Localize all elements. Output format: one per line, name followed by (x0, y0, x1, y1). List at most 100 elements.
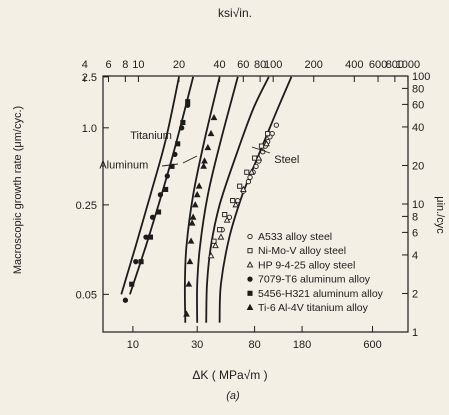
data-point (200, 162, 208, 169)
legend-marker (247, 290, 253, 296)
trend-curve (120, 76, 180, 295)
legend-marker (246, 303, 254, 310)
x-top-tick-label: 400 (345, 59, 363, 71)
legend-marker (246, 261, 254, 268)
y-right-tick-label: 80 (412, 83, 424, 95)
trend-curve (205, 76, 270, 323)
data-point (187, 237, 195, 244)
data-point (265, 131, 271, 137)
data-point (147, 234, 154, 240)
data-point (155, 209, 162, 215)
legend-marker (247, 248, 253, 254)
y-right-tick-label: 1 (412, 327, 418, 339)
data-point (230, 198, 236, 204)
data-point (193, 191, 201, 198)
data-point (185, 280, 193, 287)
x-top-tick-label: 1000 (396, 59, 420, 71)
material-annotations: Titanium Aluminum Steel (99, 130, 299, 172)
data-point (247, 174, 253, 181)
data-point (189, 213, 197, 220)
data-point (248, 168, 255, 175)
x-top-tick-label: 40 (213, 59, 225, 71)
x-tick-label: 10 (127, 339, 139, 351)
x-top-tick-label: 80 (254, 59, 266, 71)
annotation-leader (182, 155, 198, 164)
legend-entry: 5456-H321 aluminum alloy (258, 288, 384, 300)
data-point (245, 178, 252, 185)
annotation-leader (251, 146, 271, 154)
data-point (180, 119, 186, 126)
x-axis-label: ΔK ( MPa√m ) (192, 368, 267, 382)
data-point (273, 122, 279, 128)
data-point (191, 201, 199, 208)
legend-entry: Ti-6 Al-4V titanium alloy (258, 302, 369, 314)
data-point (157, 192, 164, 198)
x-top-tick-label: 4 (82, 59, 88, 71)
trend-curve (183, 76, 221, 323)
y-right-axis-label: μin./cyc (434, 196, 446, 234)
data-point (143, 234, 149, 240)
figure-caption: (a) (226, 390, 240, 402)
data-point (211, 238, 217, 244)
data-point (138, 259, 144, 265)
data-point (223, 216, 231, 223)
data-point (195, 182, 203, 189)
data-point (185, 99, 191, 105)
data-point (235, 197, 241, 204)
data-point (201, 157, 208, 164)
data-point (217, 233, 225, 240)
data-point (207, 129, 215, 137)
annotation-steel: Steel (274, 154, 299, 166)
data-point (239, 185, 247, 192)
data-points (122, 99, 279, 317)
data-point (217, 227, 223, 233)
y-tick-label: 0.25 (76, 200, 97, 212)
data-point (222, 212, 228, 218)
y-right-tick-label: 6 (412, 227, 418, 239)
y-right-tick-label: 100 (412, 71, 430, 83)
legend-entry: Ni-Mo-V alloy steel (258, 245, 346, 257)
data-point (204, 143, 212, 151)
y-axis-ticks: 0.05 0.25 1.0 2.5 (76, 72, 109, 301)
data-point (210, 113, 218, 121)
data-point (122, 297, 129, 303)
y-axis-label: Macroscopic growth rate (μm/cyc.) (12, 106, 24, 274)
data-point (186, 257, 194, 265)
y-tick-label: 2.5 (82, 72, 97, 84)
x-top-tick-label: 10 (132, 59, 144, 71)
data-point (207, 252, 215, 259)
data-point (133, 259, 139, 265)
x-tick-label: 30 (191, 339, 203, 351)
y-right-tick-label: 60 (412, 99, 424, 111)
trend-curve (218, 76, 293, 323)
data-point (149, 214, 156, 220)
x-tick-label: 600 (363, 339, 381, 351)
legend-marker (247, 276, 253, 282)
legend-entry: 7079-T6 aluminum alloy (258, 274, 371, 286)
y-tick-label: 0.05 (76, 289, 97, 301)
x-top-tick-label: 600 (369, 59, 387, 71)
data-point (163, 186, 169, 192)
x-top-tick-label: 200 (305, 59, 323, 71)
trend-curves (120, 76, 293, 323)
y-right-tick-label: 2 (412, 288, 418, 300)
data-point (258, 143, 265, 149)
x-top-tick-label: 20 (173, 59, 185, 71)
x-top-tick-label: 800 (386, 59, 404, 71)
x-top-tick-label: 60 (237, 59, 249, 71)
data-point (212, 241, 219, 249)
data-point (232, 201, 240, 208)
data-point (255, 154, 263, 161)
data-point (188, 219, 196, 226)
y-right-tick-label: 20 (412, 160, 424, 172)
legend-entry: A533 alloy steel (258, 231, 332, 243)
data-point (244, 169, 250, 175)
legend-marker (247, 233, 253, 240)
legend-entry: HP 9-4-25 alloy steel (258, 259, 355, 271)
y-right-tick-label: 10 (412, 199, 424, 211)
data-point (183, 310, 190, 317)
x-top-tick-label: 100 (264, 59, 282, 71)
